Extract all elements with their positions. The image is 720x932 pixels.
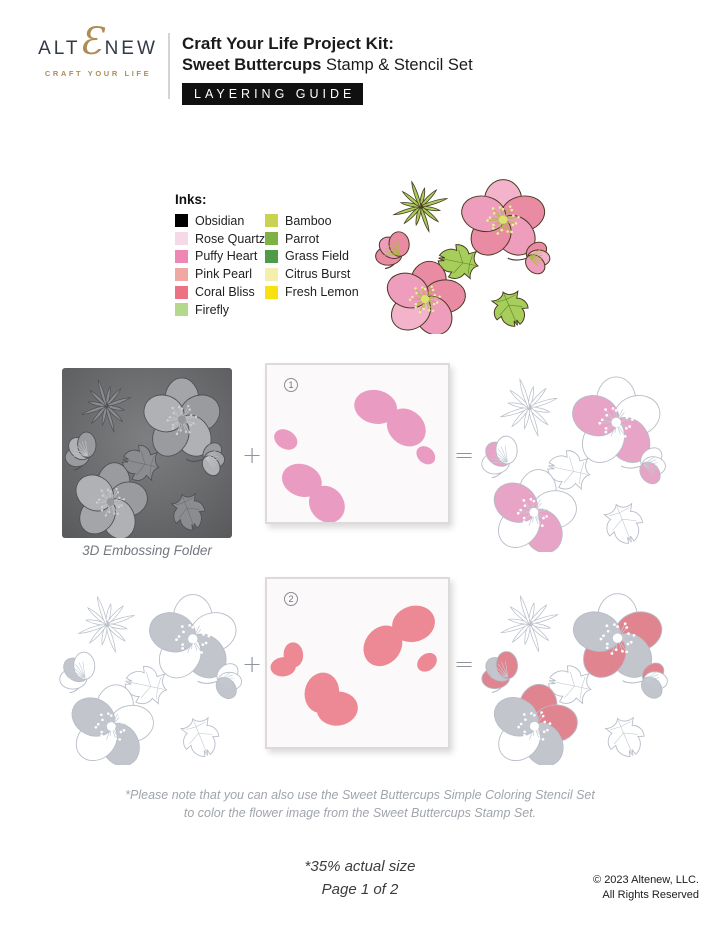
ink-legend-item: Bamboo <box>265 212 359 230</box>
ink-legend-item: Obsidian <box>175 212 265 230</box>
ink-swatch-icon <box>265 285 278 299</box>
result-1-illustration <box>481 376 666 552</box>
ink-name: Puffy Heart <box>195 249 258 264</box>
logo-text-post: NEW <box>104 37 158 59</box>
ink-legend-item: Parrot <box>265 230 359 248</box>
logo-text-pre: ALT <box>38 37 81 59</box>
stencil-1-cutouts <box>274 389 436 522</box>
copyright: © 2023 Altenew, LLC. All Rights Reserved <box>593 873 699 903</box>
embossed-flower-illustration <box>64 377 225 538</box>
ink-legend-item: Pink Pearl <box>175 265 265 283</box>
stencil-2-number-badge: 2 <box>284 592 298 606</box>
ink-legend-item: Coral Bliss <box>175 283 265 301</box>
ink-legend-item: Citrus Burst <box>265 265 359 283</box>
logo-tagline: CRAFT YOUR LIFE <box>44 68 152 78</box>
stencil-panel-1: 1 <box>265 363 450 524</box>
base-2-illustration <box>59 594 242 765</box>
ink-swatch-icon <box>265 249 278 263</box>
plus-sign-row1: + <box>242 441 263 469</box>
title-block: Craft Your Life Project Kit: Sweet Butte… <box>182 33 473 105</box>
ink-legend-item: Puffy Heart <box>175 248 265 266</box>
usage-note-line1: *Please note that you can also use the S… <box>125 788 595 802</box>
ink-name: Firefly <box>195 302 230 317</box>
ink-name: Obsidian <box>195 213 245 228</box>
inks-legend: Inks: Obsidian Rose Quartz Puffy Heart Pink… <box>175 192 359 319</box>
page-title-line2: Sweet Buttercups Stamp & Stencil Set <box>182 55 473 76</box>
layering-result-1 <box>478 366 674 552</box>
page-number: Page 1 of 2 <box>321 881 399 899</box>
ink-legend-item: Rose Quartz <box>175 230 265 248</box>
size-and-page-info: *35% actual size Page 1 of 2 <box>0 855 720 902</box>
inks-column-2: Bamboo Parrot Grass Field Citrus Burst Fresh… <box>265 212 359 319</box>
copyright-line1: © 2023 Altenew, LLC. <box>593 874 699 886</box>
logo-e-glyph-icon: Ɛ <box>79 20 106 63</box>
ink-legend-item: Fresh Lemon <box>265 283 359 301</box>
inks-legend-title: Inks: <box>175 192 207 207</box>
ink-name: Grass Field <box>285 249 349 264</box>
actual-size-note: *35% actual size <box>304 858 416 875</box>
embossing-folder-label: 3D Embossing Folder <box>82 543 212 558</box>
ink-swatch-icon <box>175 249 188 263</box>
ink-swatch-icon <box>175 232 188 246</box>
ink-legend-item: Grass Field <box>265 248 359 266</box>
copyright-line2: All Rights Reserved <box>602 888 699 901</box>
title-product-name: Sweet Buttercups <box>182 56 322 75</box>
embossing-folder-image <box>62 368 232 538</box>
stencil-2-cutouts <box>270 605 437 726</box>
stencil-1-number-badge: 1 <box>284 378 298 392</box>
altenew-logo-wordmark: ALT Ɛ NEW <box>36 23 160 62</box>
ink-swatch-icon <box>265 232 278 246</box>
header-divider <box>168 33 170 99</box>
ink-name: Rose Quartz <box>195 231 266 246</box>
layering-result-2 <box>478 583 676 765</box>
layering-base-2 <box>56 584 250 765</box>
ink-name: Fresh Lemon <box>285 285 359 300</box>
ink-swatch-icon <box>265 267 278 281</box>
ink-swatch-icon <box>265 214 278 228</box>
ink-swatch-icon <box>175 214 188 228</box>
usage-note: *Please note that you can also use the S… <box>0 786 720 822</box>
colored-flower-artwork <box>372 170 558 334</box>
inks-column-1: Obsidian Rose Quartz Puffy Heart Pink Pearl… <box>175 212 265 319</box>
layering-guide-badge: LAYERING GUIDE <box>182 82 364 105</box>
equals-sign-row1: = <box>454 441 475 469</box>
ink-name: Pink Pearl <box>195 267 252 282</box>
ink-swatch-icon <box>175 267 188 281</box>
ink-legend-item: Firefly <box>175 301 265 319</box>
altenew-logo: ALT Ɛ NEW CRAFT YOUR LIFE <box>36 23 160 78</box>
ink-swatch-icon <box>175 303 188 317</box>
ink-name: Citrus Burst <box>285 267 351 282</box>
colored-flower-illustration <box>375 179 551 334</box>
title-product-suffix: Stamp & Stencil Set <box>321 56 473 75</box>
page-title-line1: Craft Your Life Project Kit: <box>182 34 394 53</box>
equals-sign-row2: = <box>454 650 475 678</box>
ink-name: Coral Bliss <box>195 285 255 300</box>
plus-sign-row2: + <box>242 650 263 678</box>
ink-name: Bamboo <box>285 213 332 228</box>
result-2-illustration <box>481 593 668 765</box>
usage-note-line2: to color the flower image from the Sweet… <box>183 806 537 821</box>
ink-swatch-icon <box>175 285 188 299</box>
stencil-panel-2: 2 <box>265 577 450 749</box>
ink-name: Parrot <box>285 231 320 246</box>
